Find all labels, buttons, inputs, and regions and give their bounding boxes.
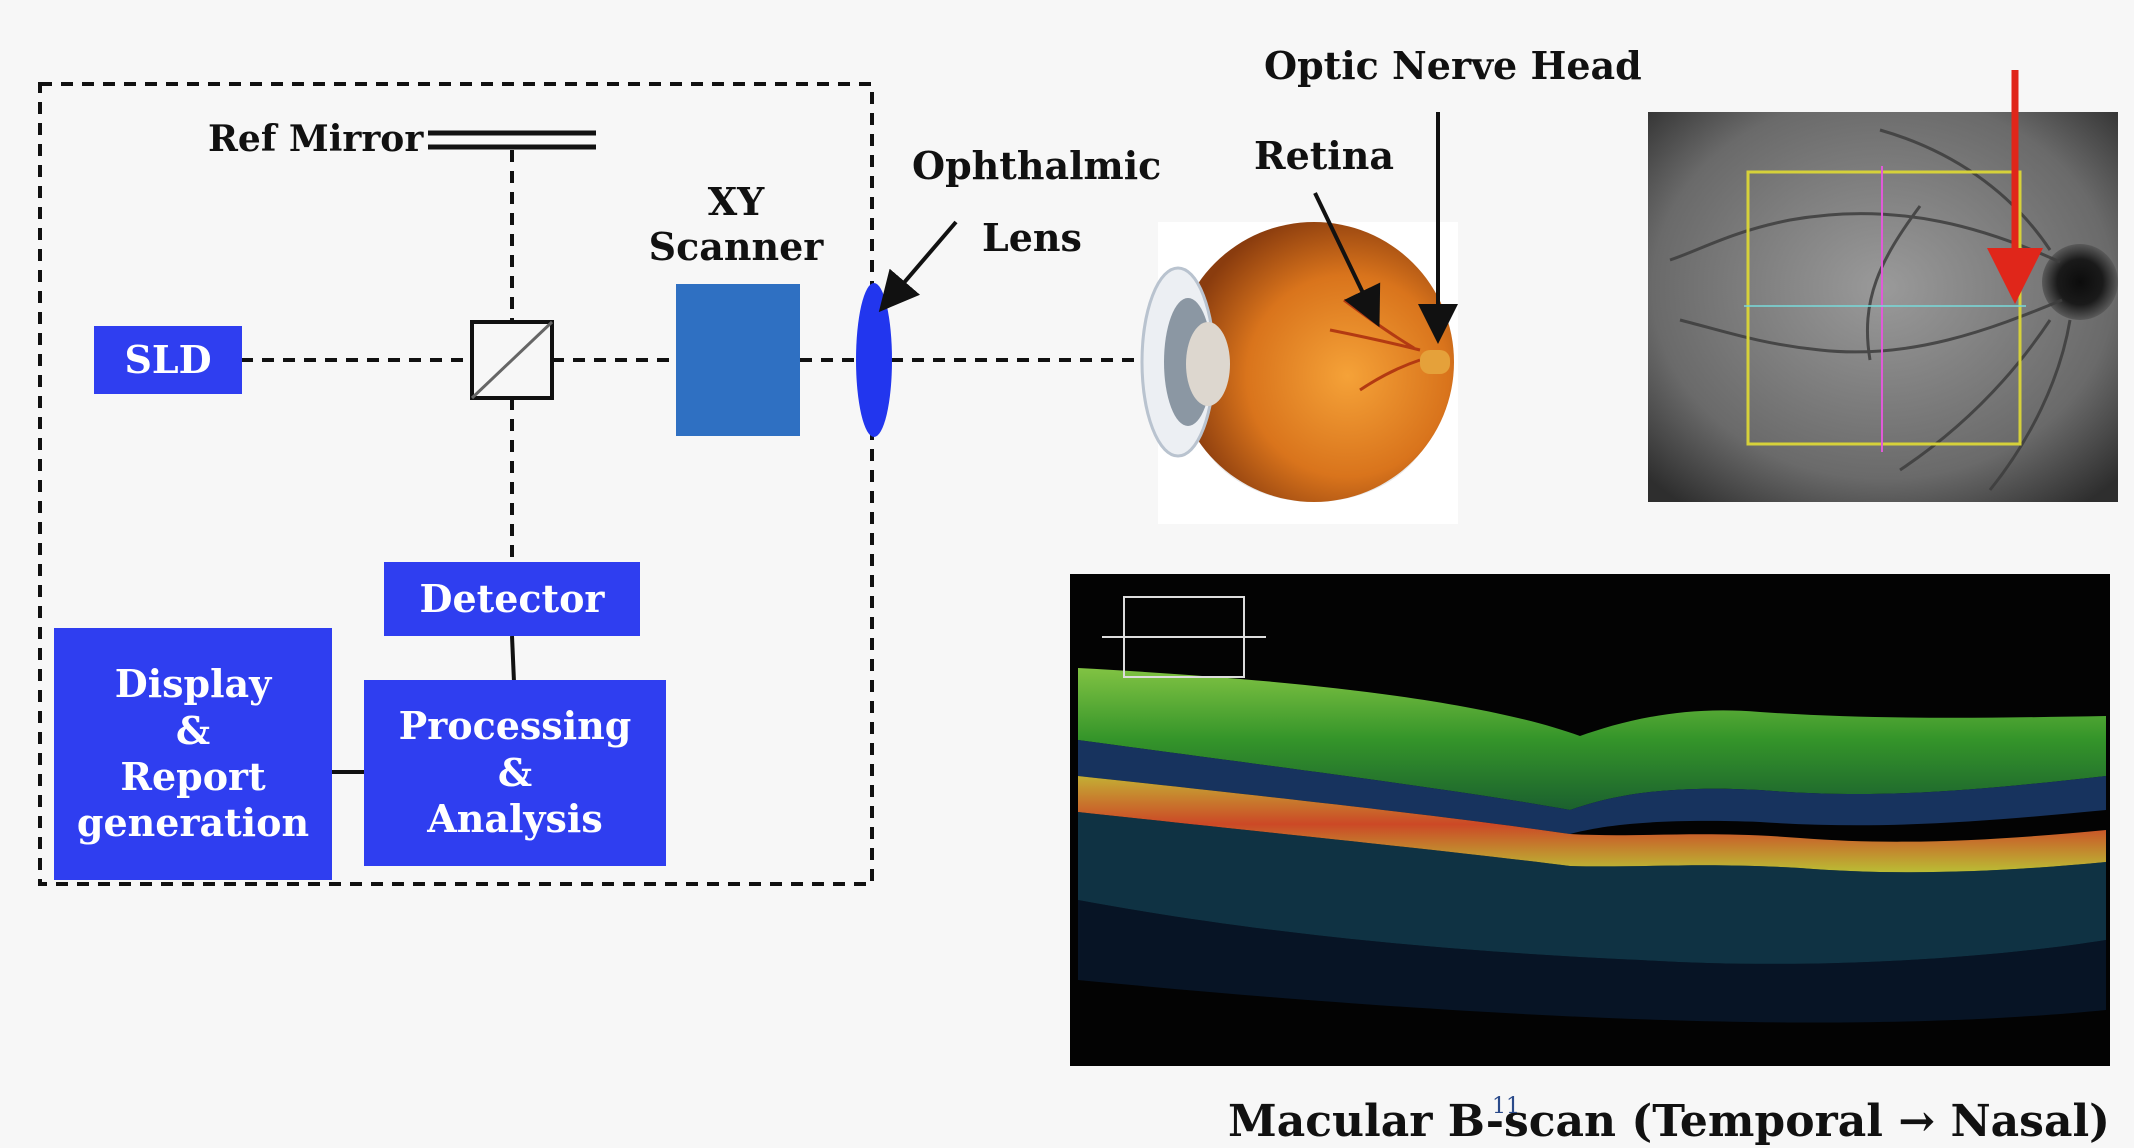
xy-scanner-label-line1: XY — [707, 179, 765, 224]
analysis-label: Analysis — [427, 796, 603, 842]
ophthalmic-lens — [856, 283, 892, 437]
xy-scanner-label: XY Scanner — [636, 179, 836, 270]
beam-splitter — [470, 320, 554, 400]
fundus-image — [1648, 70, 2118, 502]
reference-mirror — [428, 130, 596, 150]
page-number: 11 — [1492, 1094, 1520, 1119]
ophthalmic-label: Ophthalmic — [912, 143, 1162, 188]
lens-label: Lens — [982, 215, 1082, 260]
retina-label: Retina — [1254, 133, 1394, 178]
generation-label: generation — [76, 800, 310, 846]
scan-area-box — [1746, 170, 2022, 446]
interferometer-enclosure — [38, 82, 874, 886]
optic-disc — [2042, 244, 2118, 320]
sld-box: SLD — [94, 326, 242, 394]
oct-bscan-image — [1070, 574, 2110, 1066]
processing-ampersand: & — [497, 749, 533, 795]
report-label: Report — [120, 754, 266, 799]
xy-scanner-label-line2: Scanner — [648, 223, 824, 269]
retina-pointer-arrow — [1313, 192, 1381, 328]
display-report-box: Display & Report generation — [54, 628, 332, 880]
detector-label: Detector — [419, 575, 605, 621]
detector-processing-link — [510, 635, 516, 683]
beam-paths — [241, 150, 1385, 562]
processing-label: Processing — [398, 703, 632, 749]
eye-illustration — [1140, 222, 1458, 524]
detector-box: Detector — [384, 562, 640, 636]
display-label: Display — [114, 661, 272, 707]
ref-mirror-label: Ref Mirror — [208, 118, 424, 160]
lens-pointer-arrow — [878, 220, 958, 313]
xy-scanner-block — [676, 284, 800, 436]
sld-label: SLD — [124, 336, 212, 382]
processing-analysis-box: Processing & Analysis — [364, 680, 666, 866]
display-ampersand: & — [175, 707, 211, 753]
optic-nerve-head-label: Optic Nerve Head — [1264, 43, 1642, 88]
bscan-caption: Macular B-scan (Temporal → Nasal) — [1228, 1096, 2110, 1147]
